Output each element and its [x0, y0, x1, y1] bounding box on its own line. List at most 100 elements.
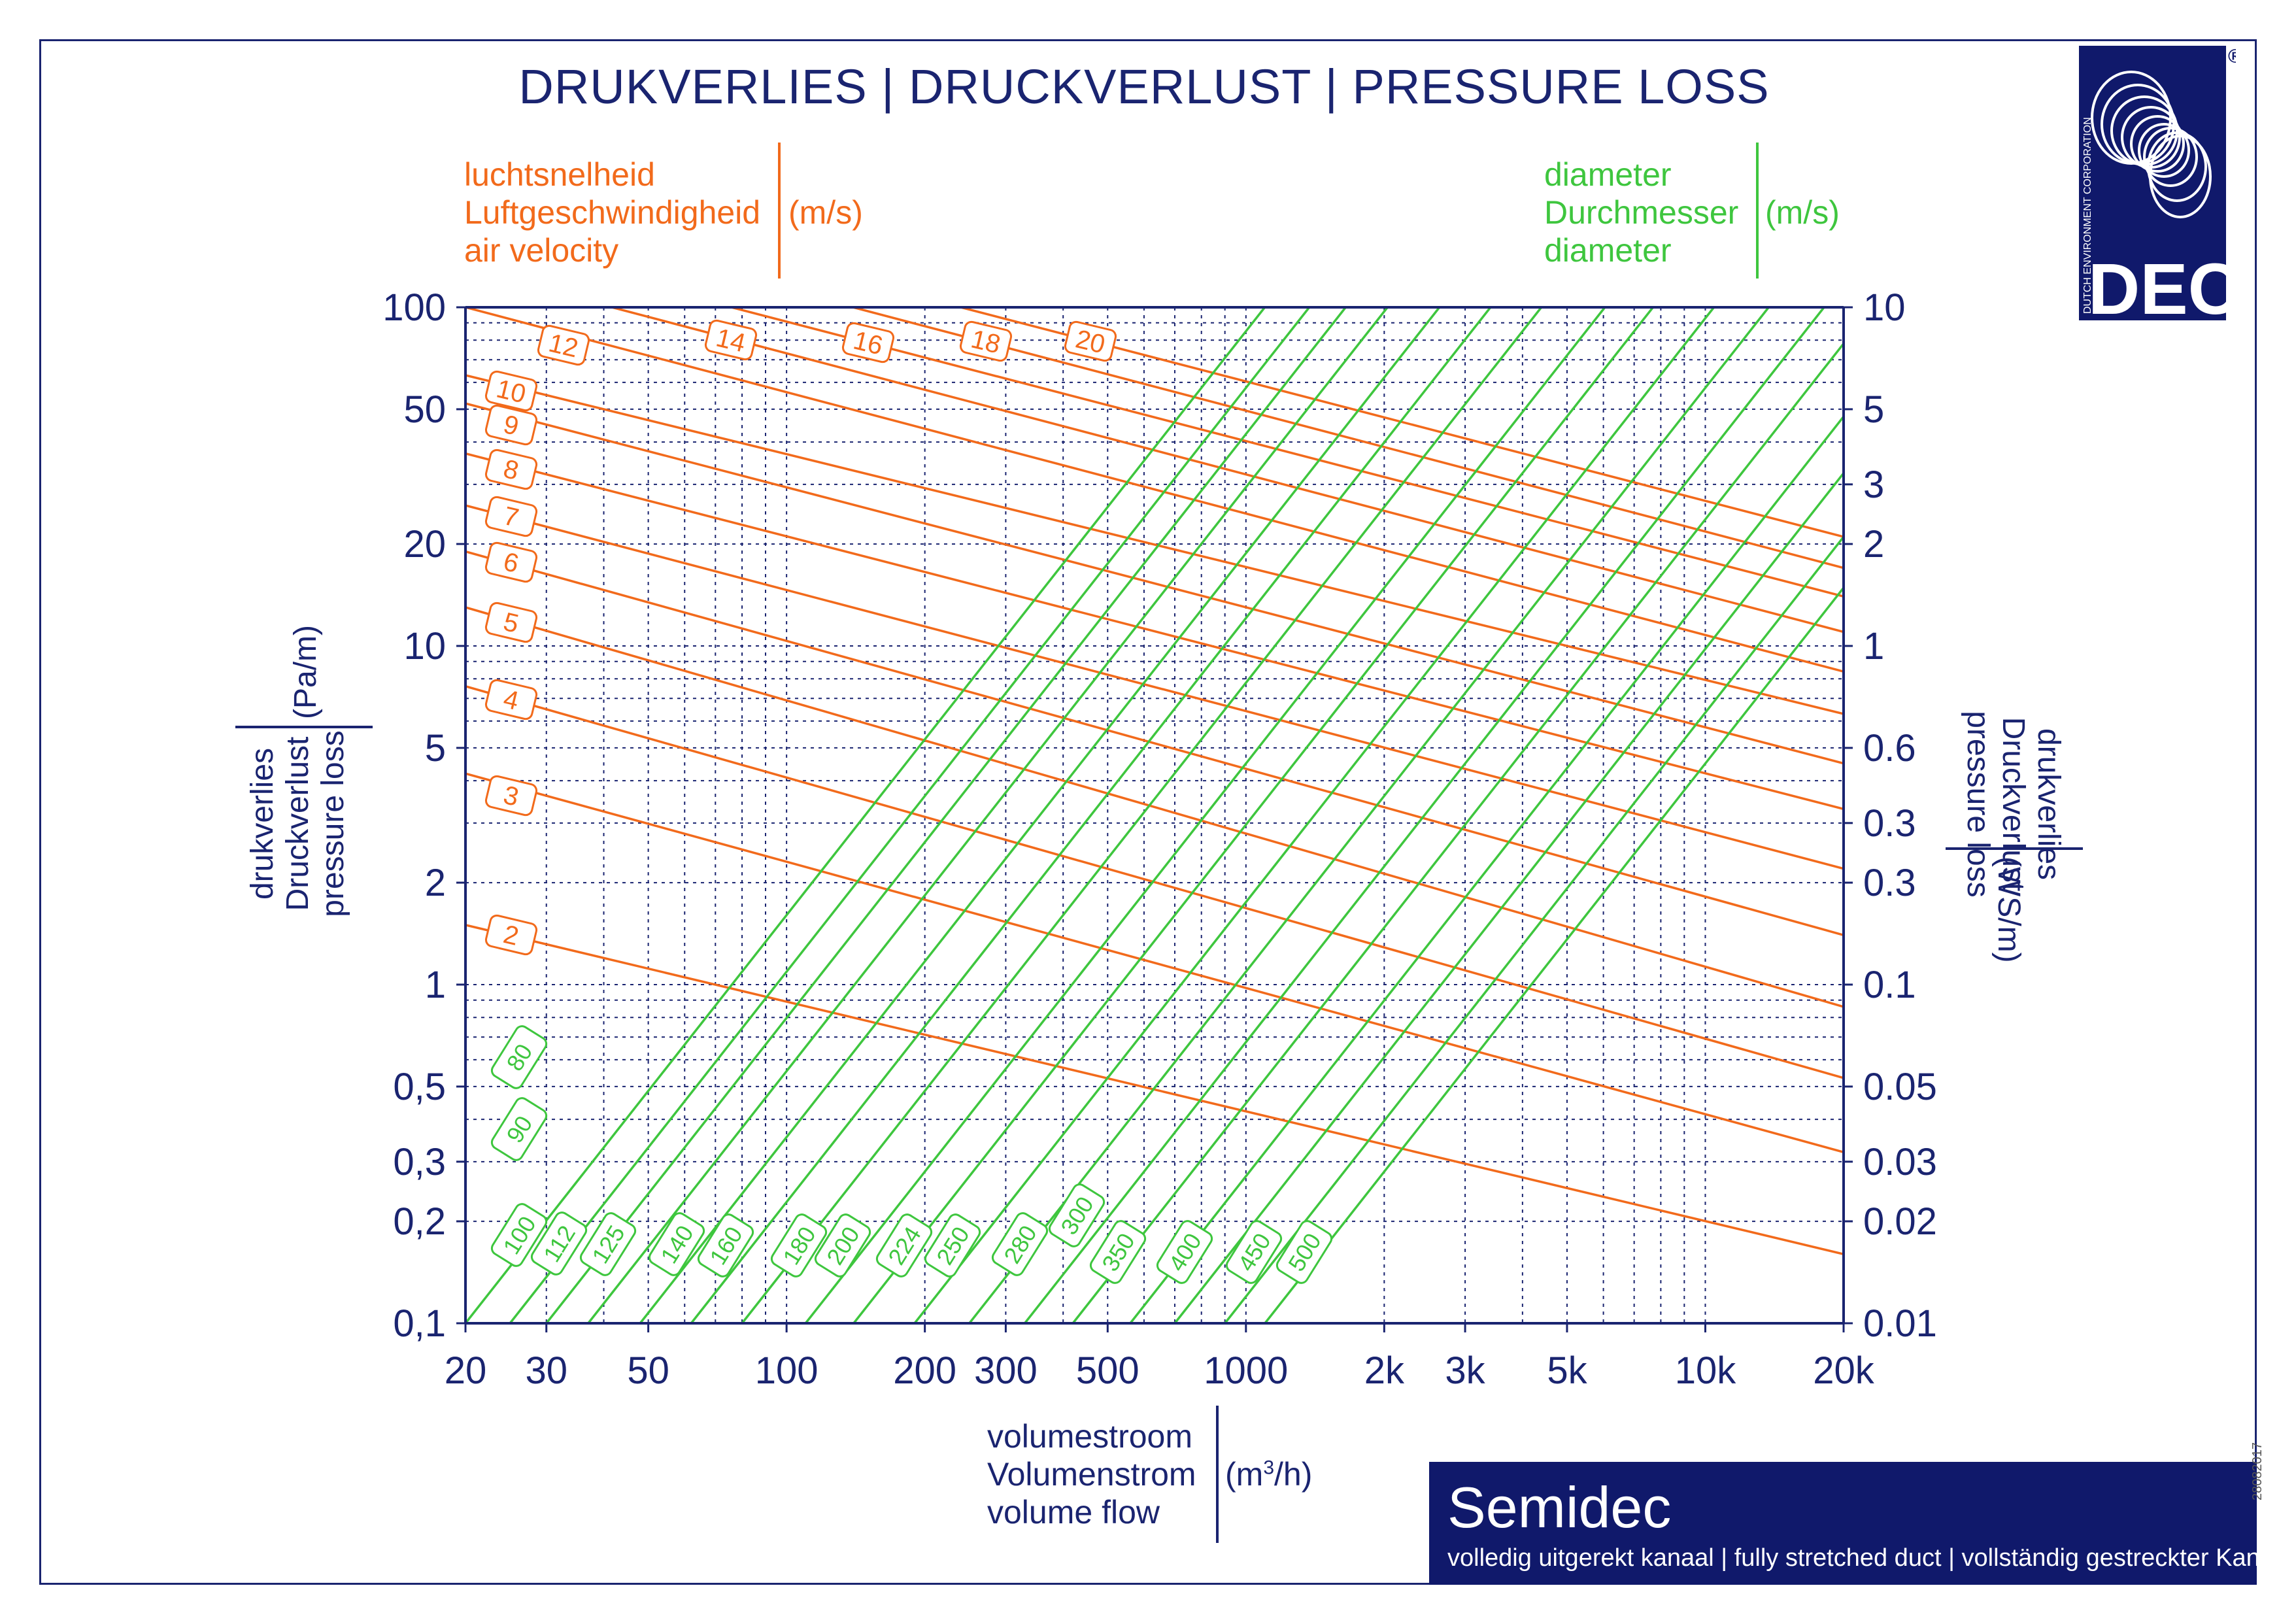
x-axis-unit: (m3/h)	[1225, 1455, 1312, 1493]
x-tick-label-1000: 1000	[1204, 1349, 1288, 1392]
diameter-label-224: 224	[875, 1213, 933, 1277]
diameter-label-box	[697, 1213, 754, 1277]
velocity-legend: luchtsnelheid Luftgeschwindigheid air ve…	[464, 156, 760, 269]
diameter-lines	[465, 307, 1844, 1323]
diameter-line-90	[509, 307, 1311, 1323]
velocity-label-box	[484, 914, 538, 956]
velocity-label-text: 20	[1073, 324, 1108, 359]
velocity-line-12	[465, 307, 1844, 673]
velocity-label-9: 9	[484, 404, 538, 446]
product-name: Semidec	[1447, 1475, 1672, 1540]
velocity-label-6: 6	[484, 541, 538, 583]
tick-labels: 20 30 50 100 200 300 500 1000 2k 3k 5k 10k 20k 100 50 2…	[382, 286, 1937, 1392]
x-tick-label-30: 30	[525, 1349, 567, 1392]
y-left-tick-label-0,1: 0,1	[393, 1302, 446, 1345]
diameter-legend-line-nl: diameter	[1544, 156, 1672, 193]
velocity-label-box	[484, 541, 538, 583]
y-right-tick-label-0.05: 0.05	[1863, 1066, 1937, 1108]
axes	[456, 306, 1853, 1332]
diameter-label-300: 300	[1048, 1183, 1106, 1247]
x-tick-label-50: 50	[627, 1349, 669, 1392]
diameter-label-box	[648, 1212, 705, 1276]
diameter-label-box	[1156, 1220, 1213, 1284]
velocity-label-box	[537, 324, 590, 366]
x-axis-line-de: Volumenstrom	[987, 1456, 1196, 1493]
velocity-label-18: 18	[959, 320, 1013, 362]
diameter-line-180	[804, 307, 1606, 1323]
velocity-label-10: 10	[484, 370, 538, 412]
diameter-label-80: 80	[490, 1025, 548, 1089]
velocity-legend-line-en: air velocity	[464, 232, 619, 269]
velocity-line-7	[465, 504, 1844, 870]
diameter-legend-unit: (m/s)	[1765, 194, 1840, 231]
y-right-tick-label-1: 1	[1863, 625, 1884, 668]
y-left-tick-label-100: 100	[382, 286, 446, 329]
velocity-label-box	[484, 679, 538, 720]
diameter-label-90: 90	[490, 1097, 548, 1161]
diameter-label-box	[924, 1213, 981, 1277]
logo-swirl-icon	[2091, 71, 2212, 218]
diameter-line-140	[690, 307, 1492, 1323]
x-tick-label-3k: 3k	[1445, 1349, 1485, 1392]
diameter-label-box	[814, 1213, 871, 1277]
diameter-line-112	[587, 307, 1389, 1323]
diameter-line-500	[1264, 586, 1844, 1323]
velocity-label-4: 4	[484, 679, 538, 720]
velocity-label-12: 12	[537, 324, 590, 366]
diameter-line-400	[1173, 471, 1844, 1323]
diameter-line-350	[1129, 414, 1844, 1323]
x-tick-label-200: 200	[893, 1349, 956, 1392]
diameter-label-500: 500	[1275, 1220, 1333, 1284]
dec-logo: DEC DUTCH ENVIRONMENT CORPORATION ®	[2059, 46, 2242, 330]
velocity-label-box	[704, 319, 758, 361]
velocity-label-box	[484, 496, 538, 537]
diameter-label-box	[490, 1025, 548, 1089]
diameter-label-box	[875, 1213, 933, 1277]
diameter-label-box	[1048, 1183, 1106, 1247]
velocity-line-20	[956, 307, 1844, 538]
diameter-label-350: 350	[1089, 1220, 1147, 1284]
velocity-line-9	[465, 402, 1844, 765]
diameter-label-box	[770, 1213, 828, 1277]
y-right-tick-label-0.1: 0.1	[1863, 964, 1916, 1006]
page-title: DRUKVERLIES | DRUCKVERLUST | PRESSURE LO…	[518, 59, 1770, 114]
y-left-tick-label-2: 2	[425, 862, 446, 904]
velocity-label-14: 14	[704, 319, 758, 361]
x-axis-line-nl: volumestroom	[987, 1418, 1192, 1455]
diameter-line-224	[913, 307, 1715, 1323]
y-right-tick-label-0.6: 0.6	[1863, 727, 1916, 770]
diameter-line-160	[741, 307, 1543, 1323]
velocity-line-3	[465, 772, 1844, 1154]
x-axis-title: volumestroom Volumenstrom volume flow	[987, 1417, 1196, 1531]
diameter-label-box	[490, 1203, 548, 1267]
y-right-tick-label-2: 2	[1863, 523, 1884, 566]
x-tick-label-10k: 10k	[1675, 1349, 1737, 1392]
velocity-label-box	[841, 322, 895, 364]
document-code: 28082017	[2250, 1442, 2265, 1500]
x-tick-label-20k: 20k	[1813, 1349, 1875, 1392]
diameter-label-box	[530, 1211, 588, 1276]
diameter-label-box	[1089, 1220, 1147, 1284]
y-right-tick-label-0.02: 0.02	[1863, 1200, 1937, 1243]
velocity-lines	[465, 307, 1844, 1255]
x-axis-unit-sup: 3	[1263, 1457, 1274, 1479]
diameter-label-box	[1225, 1220, 1283, 1284]
x-tick-label-300: 300	[974, 1349, 1038, 1392]
y-left-tick-label-20: 20	[403, 523, 446, 566]
velocity-label-box	[484, 775, 538, 817]
diameter-line-80	[465, 307, 1266, 1323]
x-axis-line-en: volume flow	[987, 1494, 1160, 1531]
x-tick-label-2k: 2k	[1364, 1349, 1405, 1392]
diameter-legend-line-de: Durchmesser	[1544, 194, 1739, 231]
diameter-line-300	[1072, 341, 1844, 1323]
logo-vertical-text: DUTCH ENVIRONMENT CORPORATION	[2082, 117, 2093, 314]
velocity-label-7: 7	[484, 496, 538, 537]
diameter-label-125: 125	[579, 1212, 637, 1276]
logo-text: DEC	[2088, 249, 2236, 320]
velocity-label-text: 16	[851, 326, 886, 360]
velocity-label-box	[959, 320, 1013, 362]
diameter-label-box	[490, 1097, 548, 1161]
x-tick-label-5k: 5k	[1547, 1349, 1587, 1392]
velocity-label-box	[1064, 320, 1117, 362]
